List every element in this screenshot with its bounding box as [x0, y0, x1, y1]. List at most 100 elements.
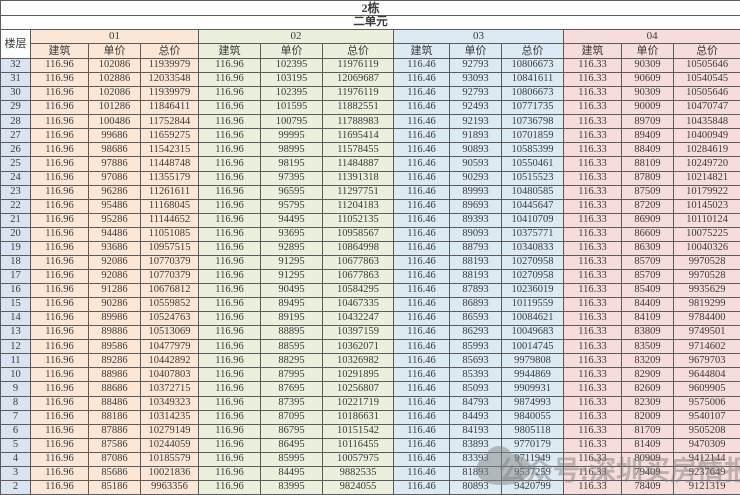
cell-unit-price: 85186 — [88, 479, 141, 495]
cell-total-price: 10957515 — [140, 240, 199, 256]
cell-unit-price: 98995 — [260, 142, 323, 158]
floor-cell: 20 — [0, 226, 31, 242]
header-area: 建筑 — [563, 43, 622, 59]
cell-unit-price: 87095 — [260, 409, 323, 425]
cell-unit-price: 81409 — [621, 437, 674, 453]
cell-total-price: 11578455 — [322, 142, 394, 158]
cell-area: 116.46 — [393, 57, 450, 74]
cell-total-price: 10445647 — [501, 198, 564, 214]
table-row: 19 116.96 93686 10957515 116.96 92895 10864998… — [0, 240, 740, 256]
cell-unit-price: 97886 — [88, 156, 141, 172]
cell-area: 116.96 — [198, 479, 261, 495]
table-row: 24 116.96 97086 11355179 116.96 97395 11391318… — [0, 170, 740, 186]
cell-unit-price: 86609 — [621, 226, 674, 242]
floor-cell: 5 — [0, 437, 31, 453]
cell-total-price: 11659275 — [140, 128, 199, 144]
table-row: 29 116.96 101286 11846411 116.96 101595 118825… — [0, 100, 740, 116]
cell-area: 116.96 — [198, 156, 261, 172]
table-row: 21 116.96 95286 11144652 116.96 94495 11052135… — [0, 212, 740, 228]
cell-area: 116.96 — [198, 57, 261, 74]
cell-total-price: 11355179 — [140, 170, 199, 186]
cell-total-price: 10677863 — [322, 254, 394, 270]
table-row: 6 116.96 87886 10279149 116.96 86795 10151542 1… — [0, 423, 740, 439]
table-row: 26 116.96 98686 11542315 116.96 98995 11578455… — [0, 142, 740, 158]
cell-unit-price: 88193 — [449, 268, 502, 285]
cell-total-price: 10185579 — [140, 451, 199, 467]
cell-total-price: 10480585 — [501, 184, 564, 200]
cell-total-price: 10435848 — [672, 114, 740, 130]
cell-total-price: 10559852 — [140, 297, 199, 313]
cell-area: 116.46 — [393, 353, 450, 369]
unit-title: 二单元 — [0, 15, 740, 30]
cell-area: 116.96 — [30, 409, 89, 425]
cell-area: 116.96 — [198, 423, 261, 439]
cell-total-price: 10584295 — [322, 282, 394, 299]
table-row: 14 116.96 89986 10524763 116.96 89195 10432247… — [0, 311, 740, 327]
cell-area: 116.96 — [30, 254, 89, 270]
cell-unit-price: 100795 — [260, 114, 323, 130]
floor-cell: 16 — [0, 282, 31, 299]
cell-unit-price: 103195 — [260, 72, 323, 88]
cell-total-price: 10524763 — [140, 311, 199, 327]
cell-total-price: 9237649 — [672, 465, 740, 481]
cell-area: 116.96 — [30, 423, 89, 439]
cell-total-price: 11939979 — [140, 86, 199, 102]
cell-area: 116.46 — [393, 325, 450, 341]
cell-unit-price: 102395 — [260, 86, 323, 102]
cell-total-price: 11695414 — [322, 128, 394, 144]
floor-cell: 7 — [0, 409, 31, 425]
cell-unit-price: 88686 — [88, 381, 141, 397]
cell-unit-price: 85709 — [621, 268, 674, 285]
cell-unit-price: 86909 — [621, 212, 674, 228]
cell-total-price: 10279149 — [140, 423, 199, 439]
cell-area: 116.96 — [198, 465, 261, 481]
cell-area: 116.96 — [30, 311, 89, 327]
cell-area: 116.33 — [563, 297, 622, 313]
cell-area: 116.33 — [563, 212, 622, 228]
cell-total-price: 9963356 — [140, 479, 199, 495]
cell-total-price: 11391318 — [322, 170, 394, 186]
cell-unit-price: 88595 — [260, 339, 323, 355]
cell-unit-price: 102886 — [88, 72, 141, 88]
cell-area: 116.33 — [563, 381, 622, 397]
cell-total-price: 10540545 — [672, 72, 740, 88]
cell-area: 116.46 — [393, 100, 450, 116]
cell-area: 116.33 — [563, 86, 622, 102]
cell-unit-price: 82909 — [621, 367, 674, 383]
floor-cell: 23 — [0, 184, 31, 200]
unit-number-row: 楼层 01 02 03 04 — [0, 29, 740, 59]
cell-unit-price: 97395 — [260, 170, 323, 186]
floor-cell: 31 — [0, 72, 31, 88]
cell-total-price: 10806673 — [501, 57, 564, 74]
cell-total-price: 10470747 — [672, 100, 740, 116]
cell-total-price: 10770379 — [140, 268, 199, 285]
cell-area: 116.96 — [30, 325, 89, 341]
cell-total-price: 9644804 — [672, 367, 740, 383]
cell-area: 116.33 — [563, 254, 622, 270]
cell-area: 116.96 — [30, 451, 89, 467]
cell-total-price: 11939979 — [140, 57, 199, 74]
table-row: 10 116.96 88986 10407803 116.96 87995 10291895… — [0, 367, 740, 383]
cell-unit-price: 90293 — [449, 170, 502, 186]
cell-area: 116.46 — [393, 142, 450, 158]
cell-unit-price: 89993 — [449, 184, 502, 200]
cell-area: 116.46 — [393, 198, 450, 214]
cell-area: 116.46 — [393, 465, 450, 481]
cell-area: 116.46 — [393, 226, 450, 242]
cell-area: 116.96 — [30, 170, 89, 186]
cell-unit-price: 90309 — [621, 57, 674, 74]
cell-total-price: 10057975 — [322, 451, 394, 467]
cell-unit-price: 81893 — [449, 465, 502, 481]
table-row: 13 116.96 89886 10513069 116.96 88895 10397159… — [0, 325, 740, 341]
cell-unit-price: 78409 — [621, 479, 674, 495]
cell-total-price: 9749501 — [672, 325, 740, 341]
cell-unit-price: 88186 — [88, 409, 141, 425]
cell-area: 116.33 — [563, 423, 622, 439]
cell-area: 116.46 — [393, 451, 450, 467]
cell-unit-price: 100486 — [88, 114, 141, 130]
cell-total-price: 9935629 — [672, 282, 740, 299]
cell-total-price: 10585399 — [501, 142, 564, 158]
cell-total-price: 10110124 — [672, 212, 740, 228]
cell-unit-price: 82309 — [621, 395, 674, 411]
